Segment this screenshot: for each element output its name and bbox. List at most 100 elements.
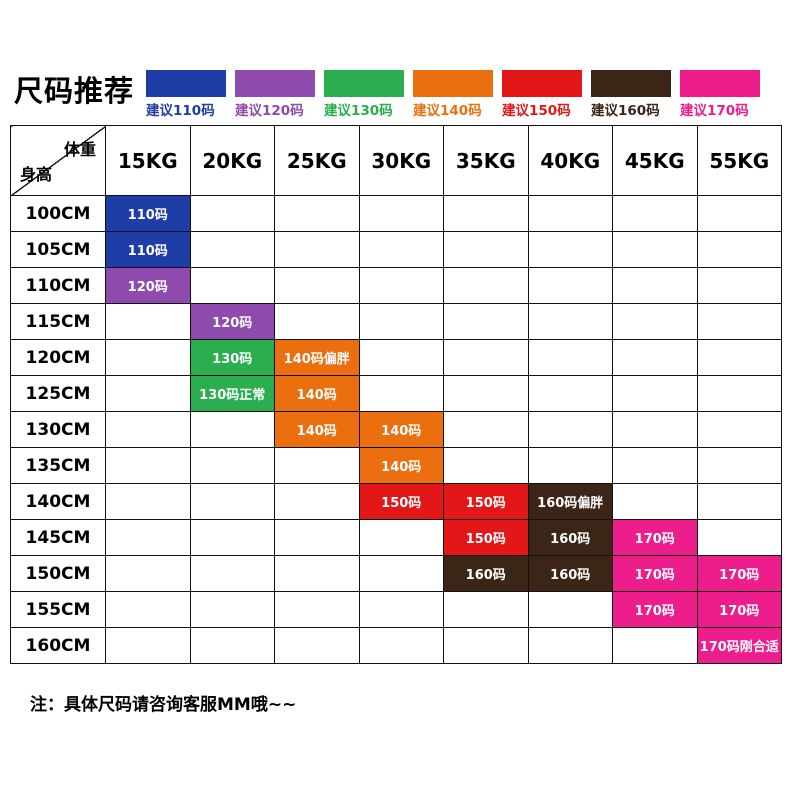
- size-cell: 160码: [443, 555, 529, 592]
- size-cell: [527, 375, 613, 412]
- legend-swatch: [235, 70, 316, 97]
- size-cell: 120码: [105, 267, 191, 304]
- size-cell: 110码: [105, 195, 191, 232]
- legend-item: 建议110码: [146, 70, 227, 119]
- size-cell: [696, 267, 782, 304]
- size-cell: 170码刚合适: [696, 627, 782, 664]
- size-cell: [274, 627, 360, 664]
- size-cell: [105, 555, 191, 592]
- size-cell: 150码: [443, 483, 529, 520]
- height-header: 155CM: [10, 591, 106, 628]
- size-table-wrap: 体重 身高 15KG 20KG 25KG 30KG 35KG 40KG 45KG 55KG 1…: [10, 125, 782, 664]
- size-cell: [274, 267, 360, 304]
- size-cell: [443, 627, 529, 664]
- size-cell: [612, 411, 698, 448]
- size-cell: [105, 483, 191, 520]
- size-cell: [612, 627, 698, 664]
- legend-label: 建议160码: [591, 103, 660, 119]
- size-cell: [696, 411, 782, 448]
- size-cell: 170码: [612, 519, 698, 556]
- size-cell: 170码: [612, 591, 698, 628]
- size-cell: [696, 195, 782, 232]
- table-row: 160CM 170码刚合适: [10, 627, 782, 664]
- size-cell: [443, 375, 529, 412]
- table-row: 145CM 150码 160码 170码: [10, 519, 782, 556]
- size-cell: [358, 375, 444, 412]
- size-cell: [358, 267, 444, 304]
- size-cell: [189, 267, 275, 304]
- size-cell: [443, 339, 529, 376]
- size-cell: 140码: [274, 411, 360, 448]
- table-row: 100CM 110码: [10, 195, 782, 232]
- legend-label: 建议140码: [413, 103, 482, 119]
- size-table: 体重 身高 15KG 20KG 25KG 30KG 35KG 40KG 45KG 55KG 1…: [10, 125, 782, 664]
- size-cell: [358, 231, 444, 268]
- size-cell: [274, 591, 360, 628]
- size-cell: [189, 591, 275, 628]
- legend-label: 建议150码: [502, 103, 571, 119]
- size-cell: 120码: [189, 303, 275, 340]
- legend-swatch: [680, 70, 761, 97]
- size-cell: [696, 231, 782, 268]
- size-cell: [527, 627, 613, 664]
- size-cell: [189, 195, 275, 232]
- size-cell: [443, 195, 529, 232]
- size-cell: 130码: [189, 339, 275, 376]
- height-header: 130CM: [10, 411, 106, 448]
- legend-item: 建议160码: [591, 70, 672, 119]
- height-header: 115CM: [10, 303, 106, 340]
- weight-header: 45KG: [612, 125, 698, 196]
- size-cell: 150码: [358, 483, 444, 520]
- table-body: 100CM 110码 105CM 110码 110CM 120码 115CM 120码 120C…: [10, 195, 782, 664]
- size-cell: [527, 591, 613, 628]
- table-row: 150CM 160码 160码 170码 170码: [10, 555, 782, 592]
- size-cell: [696, 303, 782, 340]
- size-cell: [105, 411, 191, 448]
- size-cell: [274, 483, 360, 520]
- weight-header: 20KG: [189, 125, 275, 196]
- size-cell: [274, 195, 360, 232]
- size-cell: [612, 339, 698, 376]
- size-cell: [696, 339, 782, 376]
- size-cell: [443, 267, 529, 304]
- size-cell: [105, 591, 191, 628]
- legend-swatch: [146, 70, 227, 97]
- size-cell: [358, 591, 444, 628]
- size-cell: [358, 519, 444, 556]
- footer-note: 注：具体尺码请咨询客服MM哦~~: [30, 695, 297, 715]
- weight-header: 55KG: [696, 125, 782, 196]
- size-cell: 110码: [105, 231, 191, 268]
- size-cell: [696, 519, 782, 556]
- size-cell: [189, 627, 275, 664]
- size-cell: [612, 231, 698, 268]
- size-cell: [189, 555, 275, 592]
- height-header: 125CM: [10, 375, 106, 412]
- legend-label: 建议170码: [680, 103, 749, 119]
- size-cell: [105, 303, 191, 340]
- size-cell: [443, 303, 529, 340]
- size-cell: [612, 303, 698, 340]
- size-cell: [527, 303, 613, 340]
- size-cell: [443, 231, 529, 268]
- size-cell: 160码: [527, 519, 613, 556]
- size-cell: [105, 627, 191, 664]
- legend-item: 建议120码: [235, 70, 316, 119]
- height-header: 135CM: [10, 447, 106, 484]
- height-header: 120CM: [10, 339, 106, 376]
- legend-swatch: [502, 70, 583, 97]
- height-header: 110CM: [10, 267, 106, 304]
- legend-item: 建议130码: [324, 70, 405, 119]
- size-cell: [696, 483, 782, 520]
- table-row: 110CM 120码: [10, 267, 782, 304]
- height-header: 150CM: [10, 555, 106, 592]
- table-row: 105CM 110码: [10, 231, 782, 268]
- size-cell: 140码: [358, 411, 444, 448]
- height-header: 105CM: [10, 231, 106, 268]
- legend-label: 建议130码: [324, 103, 393, 119]
- size-cell: [358, 339, 444, 376]
- size-cell: [274, 303, 360, 340]
- size-cell: [274, 519, 360, 556]
- size-cell: [274, 231, 360, 268]
- table-row: 130CM 140码 140码: [10, 411, 782, 448]
- size-cell: 140码偏胖: [274, 339, 360, 376]
